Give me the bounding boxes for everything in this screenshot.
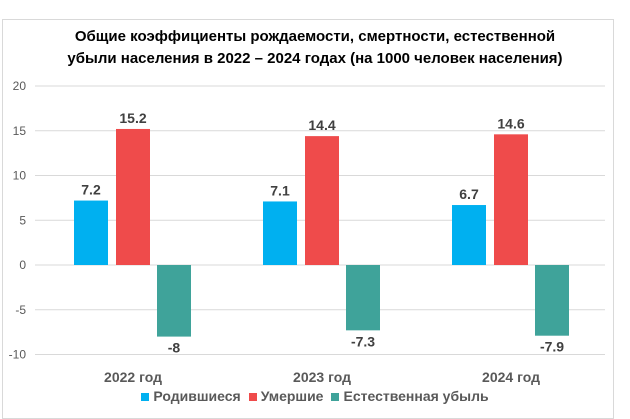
data-label: -8 bbox=[168, 340, 181, 356]
legend-item: Умершие bbox=[248, 388, 324, 404]
legend-label: Родившиеся bbox=[153, 388, 241, 404]
x-tick-label: 2023 год bbox=[293, 369, 351, 385]
data-label: 14.4 bbox=[308, 117, 335, 133]
legend-item: Естественная убыль bbox=[331, 388, 489, 404]
bar bbox=[157, 265, 191, 337]
bar bbox=[452, 205, 486, 265]
y-tick-label: 0 bbox=[19, 258, 26, 272]
y-tick-label: 20 bbox=[13, 79, 27, 93]
y-tick-label: 15 bbox=[13, 124, 27, 138]
chart-title: Общие коэффициенты рождаемости, смертнос… bbox=[0, 26, 630, 70]
y-tick-label: 10 bbox=[13, 169, 27, 183]
data-label: 15.2 bbox=[119, 110, 146, 126]
bar bbox=[305, 136, 339, 265]
bar bbox=[535, 265, 569, 336]
bar bbox=[494, 134, 528, 265]
bar bbox=[116, 128, 150, 265]
legend-swatch bbox=[248, 393, 257, 401]
y-tick-label: 5 bbox=[19, 213, 26, 227]
data-label: -7.9 bbox=[540, 339, 564, 355]
x-tick-label: 2022 год bbox=[104, 369, 162, 385]
data-label: 14.6 bbox=[497, 115, 524, 131]
title-line-1: Общие коэффициенты рождаемости, смертнос… bbox=[74, 28, 556, 45]
data-label: -7.3 bbox=[351, 333, 375, 349]
legend-item: Родившиеся bbox=[141, 388, 241, 404]
bar bbox=[346, 265, 380, 331]
legend-swatch bbox=[331, 393, 340, 401]
y-tick-label: -10 bbox=[9, 348, 27, 362]
legend: Родившиеся Умершие Естественная убыль bbox=[0, 388, 630, 404]
y-tick-label: -5 bbox=[15, 303, 26, 317]
data-label: 7.1 bbox=[270, 182, 290, 198]
data-label: 6.7 bbox=[459, 186, 479, 202]
chart-plot: 20 15 10 5 0 -5 -10 7.2 7.1 6.7 15.2 14.4 14.6 -8 -7.3… bbox=[9, 79, 605, 385]
bar bbox=[263, 201, 297, 265]
legend-label: Умершие bbox=[260, 388, 324, 404]
data-label: 7.2 bbox=[81, 182, 101, 198]
x-tick-label: 2024 год bbox=[482, 369, 540, 385]
legend-label: Естественная убыль bbox=[343, 388, 489, 404]
bar bbox=[74, 200, 108, 265]
legend-swatch bbox=[141, 393, 150, 401]
title-line-2: убыли населения в 2022 – 2024 годах (на … bbox=[67, 50, 563, 67]
